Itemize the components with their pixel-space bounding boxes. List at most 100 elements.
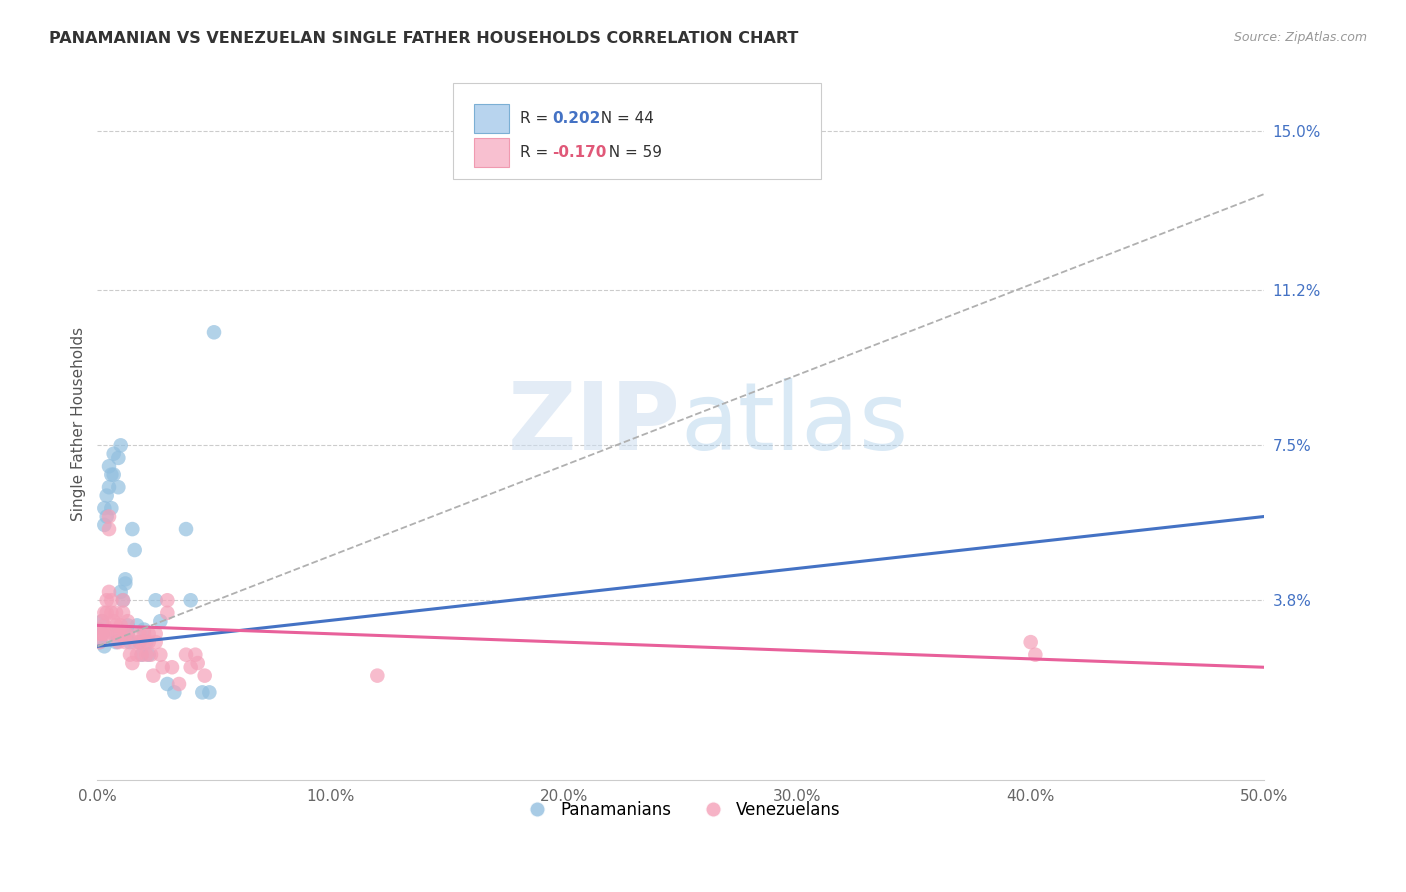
Point <box>105 635 128 649</box>
Point <box>89 626 111 640</box>
Point <box>135 648 157 662</box>
Point <box>191 685 214 699</box>
Point <box>114 572 136 586</box>
Point <box>110 626 132 640</box>
Point <box>180 593 202 607</box>
Point <box>145 635 167 649</box>
Point <box>121 656 143 670</box>
Point <box>103 467 125 482</box>
Point <box>132 623 155 637</box>
Point <box>187 656 209 670</box>
Point <box>156 606 179 620</box>
Point <box>111 593 134 607</box>
Point <box>93 501 115 516</box>
FancyBboxPatch shape <box>453 83 821 178</box>
Point <box>132 635 155 649</box>
Point <box>91 614 114 628</box>
Point <box>194 668 217 682</box>
Point <box>145 593 167 607</box>
Point <box>100 606 122 620</box>
Point <box>145 626 167 640</box>
Point <box>118 648 141 662</box>
Point <box>103 447 125 461</box>
Point <box>1024 648 1046 662</box>
Y-axis label: Single Father Households: Single Father Households <box>72 327 86 522</box>
Point <box>149 648 172 662</box>
Point <box>89 635 111 649</box>
Text: PANAMANIAN VS VENEZUELAN SINGLE FATHER HOUSEHOLDS CORRELATION CHART: PANAMANIAN VS VENEZUELAN SINGLE FATHER H… <box>49 31 799 46</box>
Point <box>160 660 183 674</box>
Point <box>98 509 121 524</box>
Point <box>138 648 160 662</box>
Point <box>117 626 139 640</box>
Point <box>107 450 129 465</box>
Point <box>91 626 114 640</box>
Point <box>98 459 121 474</box>
Point <box>105 618 128 632</box>
Point <box>93 626 115 640</box>
Point <box>96 489 118 503</box>
Point <box>180 660 202 674</box>
Point <box>107 635 129 649</box>
Point <box>117 618 139 632</box>
Point <box>93 618 115 632</box>
Text: R =: R = <box>520 111 553 126</box>
Point <box>198 685 221 699</box>
Point <box>118 635 141 649</box>
Point <box>114 576 136 591</box>
Text: ZIP: ZIP <box>508 378 681 470</box>
Point <box>96 606 118 620</box>
Point <box>103 626 125 640</box>
Point <box>105 606 128 620</box>
Point <box>96 509 118 524</box>
Point <box>1019 635 1042 649</box>
Point <box>138 626 160 640</box>
Text: N = 59: N = 59 <box>599 145 662 160</box>
Point <box>110 618 132 632</box>
Point <box>174 648 197 662</box>
Point <box>124 635 146 649</box>
Text: Source: ZipAtlas.com: Source: ZipAtlas.com <box>1233 31 1367 45</box>
FancyBboxPatch shape <box>474 138 509 167</box>
Point <box>149 614 172 628</box>
FancyBboxPatch shape <box>474 104 509 133</box>
Point <box>121 522 143 536</box>
Point <box>117 614 139 628</box>
Point <box>103 614 125 628</box>
Text: N = 44: N = 44 <box>591 111 654 126</box>
Point <box>131 648 153 662</box>
Point <box>111 593 134 607</box>
Point <box>98 522 121 536</box>
Point <box>174 522 197 536</box>
Point <box>93 606 115 620</box>
Point <box>107 480 129 494</box>
Point <box>132 626 155 640</box>
Point <box>128 635 150 649</box>
Point <box>125 648 148 662</box>
Point <box>107 626 129 640</box>
Point <box>110 438 132 452</box>
Text: -0.170: -0.170 <box>553 145 607 160</box>
Point <box>139 648 162 662</box>
Point <box>128 635 150 649</box>
Point <box>202 326 225 340</box>
Text: atlas: atlas <box>681 378 908 470</box>
Point <box>111 606 134 620</box>
Point <box>93 640 115 654</box>
Point <box>105 626 128 640</box>
Point <box>100 467 122 482</box>
Point <box>117 626 139 640</box>
Point <box>100 501 122 516</box>
Text: 0.202: 0.202 <box>553 111 600 126</box>
Point <box>93 517 115 532</box>
Point <box>89 623 111 637</box>
Point <box>142 668 165 682</box>
Point <box>98 480 121 494</box>
Point <box>135 635 157 649</box>
Point <box>98 585 121 599</box>
Point <box>110 585 132 599</box>
Point <box>125 618 148 632</box>
Point <box>138 635 160 649</box>
Text: R =: R = <box>520 145 553 160</box>
Point <box>152 660 174 674</box>
